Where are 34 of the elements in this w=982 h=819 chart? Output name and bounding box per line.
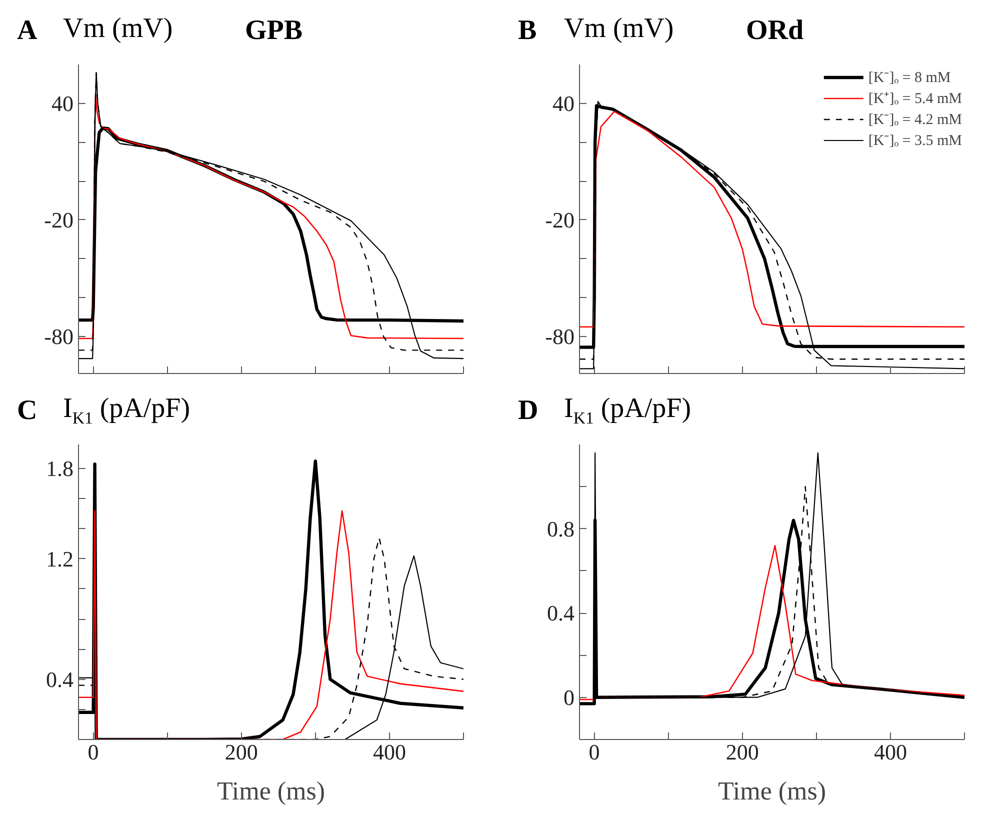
y-tick-label: 40 xyxy=(552,90,574,116)
y-tick-label: 0.8 xyxy=(547,516,574,542)
legend-label: [K⁻]ₒ = 3.5 mM xyxy=(868,132,962,150)
text: C xyxy=(17,394,38,428)
y-axis-title: Vm (mV) xyxy=(63,12,173,46)
text: A xyxy=(17,14,38,48)
chart-title: GPB xyxy=(245,14,303,48)
y-tick-label: 1.2 xyxy=(46,546,74,572)
x-tick-label: 200 xyxy=(726,740,759,764)
y-tick-label: -80 xyxy=(545,324,574,350)
legend-label: [K⁻]ₒ = 4.2 mM xyxy=(868,111,962,129)
x-axis-title: Time (ms) xyxy=(216,776,326,806)
y-axis-title: I$_{K1}$ (pA/pF) xyxy=(564,392,692,430)
x-tick-label: 400 xyxy=(372,740,406,764)
text: B xyxy=(518,14,537,48)
chart-title: ORd xyxy=(746,14,804,48)
y-tick-label: 0.4 xyxy=(46,666,74,692)
x-axis-title: Time (ms) xyxy=(718,776,826,806)
y-tick-label: -20 xyxy=(44,207,74,232)
text: D xyxy=(518,394,538,428)
y-tick-label: 0.4 xyxy=(547,600,574,626)
y-tick-label: 0 xyxy=(564,684,574,710)
x-tick-label: 400 xyxy=(874,740,907,764)
y-axis-title: I$_{K1}$ (pA/pF) xyxy=(63,392,190,430)
x-tick-label: 0 xyxy=(588,740,600,764)
y-tick-label: -20 xyxy=(545,207,574,232)
x-tick-label: 0 xyxy=(88,740,99,764)
y-tick-label: -80 xyxy=(44,324,74,350)
x-tick-label: 200 xyxy=(224,740,258,764)
y-tick-label: 1.8 xyxy=(46,456,74,482)
legend-label: [K⁺]ₒ = 5.4 mM xyxy=(868,90,962,108)
y-axis-title: Vm (mV) xyxy=(564,12,674,46)
legend-label: [K⁻]ₒ = 8 mM xyxy=(868,69,951,87)
y-tick-label: 40 xyxy=(52,90,74,116)
